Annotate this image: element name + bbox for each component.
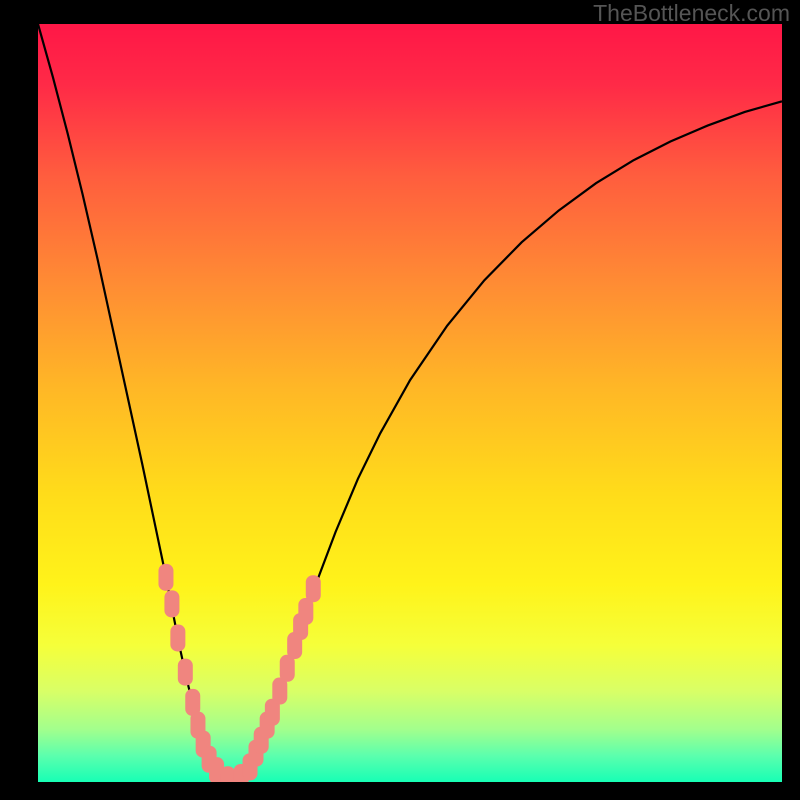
- chart-canvas: TheBottleneck.com: [0, 0, 800, 800]
- watermark-text: TheBottleneck.com: [593, 0, 790, 27]
- plot-area: [38, 24, 782, 782]
- gradient-background: [38, 24, 782, 782]
